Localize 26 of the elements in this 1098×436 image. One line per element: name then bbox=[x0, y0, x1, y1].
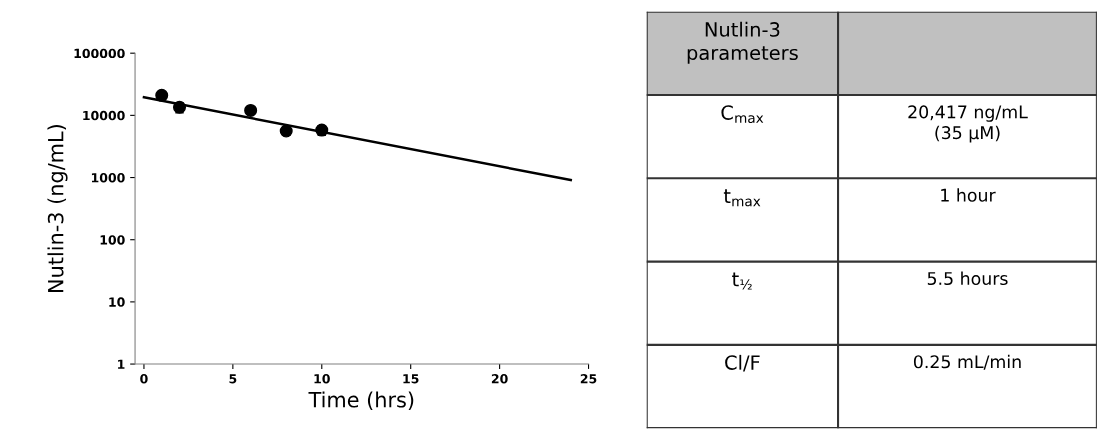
text: 5.5 hours bbox=[927, 271, 1008, 286]
y-tick-label: 1 bbox=[118, 359, 125, 369]
x-tick-label: 0 bbox=[140, 374, 148, 384]
text: 20,417 ng/mL (35 µM) bbox=[908, 105, 1028, 143]
y-tick-label: 100 bbox=[100, 235, 125, 245]
text: 0.25 mL/min bbox=[913, 354, 1021, 370]
text: C$_{max}$ bbox=[721, 105, 764, 124]
text: 1 hour bbox=[941, 188, 996, 202]
text: t$_{max}$ bbox=[723, 189, 761, 207]
x-tick-label: 10 bbox=[314, 374, 330, 384]
text: Cl/F bbox=[725, 354, 760, 372]
x-tick-label: 15 bbox=[403, 374, 419, 384]
x-axis-title: Time (hrs) bbox=[308, 391, 414, 411]
y-tick-label: 10000 bbox=[83, 110, 125, 121]
y-tick-label: 10 bbox=[109, 297, 125, 307]
text: t$_{½}$ bbox=[732, 272, 752, 290]
y-tick-label: 1000 bbox=[91, 173, 125, 183]
y-tick-label: 100000 bbox=[74, 48, 125, 59]
text: Nutlin-3 parameters bbox=[687, 21, 798, 64]
point bbox=[279, 124, 293, 138]
point bbox=[155, 88, 169, 102]
x-tick-label: 5 bbox=[229, 374, 237, 384]
y-axis-title: Nutlin-3 (ng/mL) bbox=[47, 125, 68, 292]
x-tick-label: 25 bbox=[580, 374, 597, 384]
x-tick-label: 20 bbox=[491, 374, 508, 384]
point bbox=[244, 103, 258, 117]
